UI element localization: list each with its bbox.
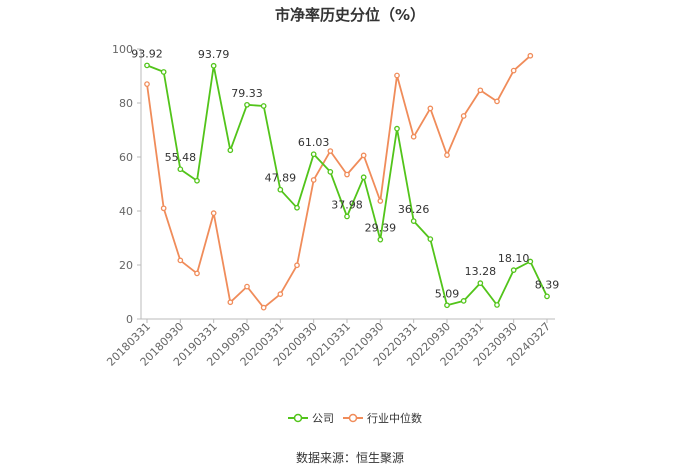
company-data-label: 36.26 <box>398 203 430 216</box>
company-data-label: 5.09 <box>435 287 460 300</box>
company-data-label: 61.03 <box>298 136 330 149</box>
company-data-point <box>277 186 284 193</box>
industry-data-point <box>377 198 384 204</box>
industry-data-point <box>344 171 350 178</box>
company-data-point <box>494 302 500 308</box>
company-data-label: 79.33 <box>231 87 263 100</box>
legend-company-label: 公司 <box>312 412 334 425</box>
industry-data-point <box>410 133 417 140</box>
company-data-label: 93.79 <box>198 48 230 61</box>
industry-data-point <box>210 210 217 217</box>
company-data-point <box>294 204 300 211</box>
company-data-point <box>377 236 384 243</box>
company-data-point <box>210 62 217 69</box>
industry-data-point <box>177 257 184 264</box>
y-tick-label: 40 <box>119 205 133 218</box>
industry-data-point <box>294 262 300 269</box>
y-tick-label: 80 <box>119 97 133 110</box>
company-data-point <box>394 125 400 132</box>
y-tick-label: 0 <box>126 313 133 326</box>
company-data-point <box>244 101 250 108</box>
company-data-label: 29.39 <box>365 222 397 235</box>
industry-data-point <box>310 177 317 183</box>
industry-data-point <box>360 152 367 159</box>
industry-data-point <box>144 81 150 87</box>
y-tick-label: 100 <box>112 43 133 56</box>
industry-data-point <box>427 105 434 112</box>
industry-data-point <box>327 148 334 154</box>
company-data-label: 55.48 <box>165 151 197 164</box>
company-data-point <box>527 258 534 265</box>
legend-industry-label: 行业中位数 <box>367 411 422 425</box>
company-data-label: 13.28 <box>465 265 497 278</box>
legend-company-marker <box>293 413 303 423</box>
y-tick-label: 20 <box>119 259 133 272</box>
company-data-point <box>310 151 317 158</box>
company-data-point <box>410 218 417 224</box>
industry-data-point <box>244 283 250 290</box>
company-data-label: 47.89 <box>265 172 297 185</box>
company-data-label: 18.10 <box>498 252 530 265</box>
industry-data-point <box>527 52 534 59</box>
industry-series-line <box>146 55 531 309</box>
industry-data-point <box>194 270 200 277</box>
company-data-point <box>544 293 550 300</box>
source-text: 数据来源：恒生聚源 <box>295 451 404 465</box>
industry-data-point <box>260 304 267 311</box>
industry-data-point <box>160 205 167 212</box>
industry-data-point <box>394 72 400 79</box>
industry-data-point <box>477 87 484 94</box>
industry-data-point <box>494 98 500 105</box>
company-data-point <box>260 103 267 109</box>
company-data-point <box>427 236 434 242</box>
company-data-point <box>327 169 334 175</box>
industry-data-point <box>460 113 467 119</box>
company-data-point <box>160 69 167 75</box>
company-data-point <box>360 174 367 181</box>
chart-title: 市净率历史分位（%） <box>274 6 426 24</box>
industry-data-point <box>227 299 234 306</box>
company-data-point <box>227 147 234 154</box>
company-data-point <box>144 62 150 69</box>
company-data-point <box>177 166 184 173</box>
company-data-point <box>510 267 517 273</box>
company-data-label: 37.98 <box>331 198 363 211</box>
industry-data-point <box>510 67 517 74</box>
company-data-point <box>194 177 200 184</box>
company-data-point <box>344 213 350 220</box>
company-data-label: 93.92 <box>131 47 163 60</box>
y-tick-label: 60 <box>119 151 133 164</box>
industry-data-point <box>444 152 450 158</box>
company-data-point <box>444 302 450 309</box>
industry-data-point <box>277 291 284 298</box>
company-data-point <box>477 280 484 286</box>
legend-industry-marker <box>348 413 358 423</box>
company-data-label: 8.39 <box>535 278 560 291</box>
company-data-point <box>460 298 467 304</box>
